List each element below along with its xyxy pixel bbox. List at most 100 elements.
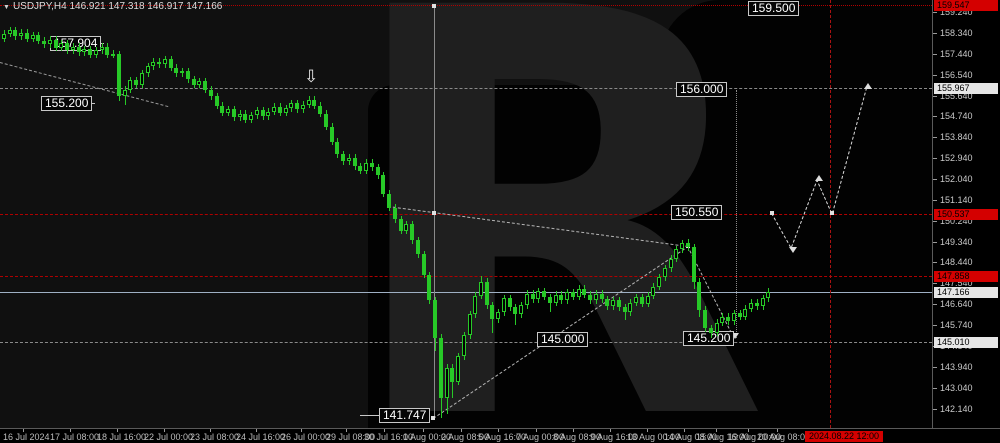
candle bbox=[600, 294, 604, 299]
candle bbox=[663, 268, 667, 277]
candle bbox=[353, 158, 357, 166]
candle bbox=[25, 33, 29, 39]
candle bbox=[720, 317, 724, 323]
price-tick-label: 154.740 bbox=[940, 111, 973, 121]
horizontal-level-line[interactable] bbox=[0, 214, 932, 215]
candle bbox=[416, 240, 420, 254]
candle bbox=[249, 115, 253, 120]
candle bbox=[611, 300, 615, 306]
price-tick-label: 159.240 bbox=[940, 7, 973, 17]
candle bbox=[335, 142, 339, 154]
chart-canvas[interactable]: R ⇩ 157.904 155.200 159.500 156.000 150.550 14… bbox=[0, 0, 932, 428]
time-tick bbox=[536, 429, 537, 432]
candle bbox=[82, 49, 86, 52]
candle bbox=[123, 90, 127, 96]
candle bbox=[496, 312, 500, 319]
candle bbox=[77, 47, 81, 52]
candle-wick bbox=[550, 294, 551, 312]
candle bbox=[577, 289, 581, 297]
candle bbox=[203, 81, 207, 90]
time-tick bbox=[461, 429, 462, 432]
candle bbox=[341, 154, 345, 161]
price-axis-box-white: 145.010 bbox=[934, 337, 998, 348]
object-anchor-marker[interactable] bbox=[830, 211, 834, 215]
candle bbox=[59, 43, 63, 48]
candle-wick bbox=[515, 304, 516, 325]
price-label-box[interactable]: 156.000 bbox=[676, 82, 728, 97]
horizontal-level-line[interactable] bbox=[0, 276, 932, 277]
candle bbox=[157, 62, 161, 64]
price-tick bbox=[933, 116, 937, 117]
price-tick-label: 143.940 bbox=[940, 362, 973, 372]
price-tick-label: 142.140 bbox=[940, 404, 973, 414]
candle bbox=[738, 313, 742, 317]
time-tick-label: 13 Aug 00:00 bbox=[627, 432, 681, 442]
price-tick-label: 147.540 bbox=[940, 278, 973, 288]
price-tick bbox=[933, 283, 937, 284]
candle bbox=[761, 298, 765, 306]
candle bbox=[479, 282, 483, 296]
candle bbox=[312, 100, 316, 106]
candle bbox=[272, 107, 276, 112]
zigzag-arrowhead bbox=[864, 83, 872, 89]
price-tick-label: 143.040 bbox=[940, 383, 973, 393]
object-anchor-marker[interactable] bbox=[431, 416, 435, 420]
candle bbox=[174, 68, 178, 73]
candle bbox=[215, 96, 219, 106]
object-anchor-marker[interactable] bbox=[432, 4, 436, 8]
time-tick-label: 1 Aug 00:00 bbox=[403, 432, 452, 442]
candle bbox=[634, 297, 638, 303]
price-label-box[interactable]: 159.500 bbox=[748, 1, 800, 16]
price-axis[interactable]: 159.240 158.340 157.440 156.540 155.640 154.7… bbox=[932, 0, 1000, 428]
horizontal-level-line[interactable] bbox=[0, 88, 932, 89]
candle bbox=[554, 295, 558, 303]
candle bbox=[531, 294, 535, 299]
time-tick bbox=[117, 429, 118, 432]
candle bbox=[410, 224, 414, 240]
down-arrow-icon[interactable]: ⇩ bbox=[304, 67, 319, 86]
candle bbox=[134, 80, 138, 85]
candle bbox=[197, 81, 201, 85]
price-tick-label: 157.440 bbox=[940, 49, 973, 59]
horizontal-level-line[interactable] bbox=[0, 292, 932, 293]
price-tick-label: 149.340 bbox=[940, 237, 973, 247]
candle bbox=[692, 247, 696, 282]
candle bbox=[427, 275, 431, 300]
candle bbox=[330, 127, 334, 142]
zigzag-arrowhead bbox=[731, 333, 739, 339]
price-label-box[interactable]: 150.550 bbox=[671, 205, 723, 220]
horizontal-level-line[interactable] bbox=[0, 342, 932, 343]
time-axis[interactable]: 16 Jul 2024 17 Jul 08:00 18 Jul 16:00 22 Ju… bbox=[0, 428, 1000, 443]
object-anchor-marker[interactable] bbox=[770, 211, 774, 215]
price-label-box[interactable]: 145.000 bbox=[537, 332, 589, 347]
candle bbox=[169, 59, 173, 68]
candle-wick bbox=[625, 304, 626, 320]
label-tail-line bbox=[92, 103, 95, 104]
expander-icon[interactable]: ▼ bbox=[3, 4, 10, 11]
candle bbox=[347, 158, 351, 161]
time-tick-label: 19 Aug 00:00 bbox=[728, 432, 782, 442]
horizontal-level-line[interactable] bbox=[0, 5, 932, 6]
vertical-line[interactable] bbox=[736, 90, 737, 338]
symbol-ohlc-text: USDJPY,H4 146.921 147.318 146.917 147.16… bbox=[12, 1, 223, 12]
price-tick bbox=[933, 304, 937, 305]
candle bbox=[473, 296, 477, 314]
price-tick bbox=[933, 388, 937, 389]
price-label-box[interactable]: 141.747 bbox=[379, 408, 431, 423]
price-tick bbox=[933, 75, 937, 76]
price-label-box[interactable]: 155.200 bbox=[41, 96, 93, 111]
candle bbox=[117, 54, 121, 96]
candle bbox=[640, 297, 644, 304]
price-tick bbox=[933, 179, 937, 180]
candle bbox=[65, 43, 69, 50]
candle bbox=[36, 35, 40, 41]
price-tick-label: 158.340 bbox=[940, 28, 973, 38]
price-tick-label: 156.540 bbox=[940, 70, 973, 80]
price-axis-box-red: 159.547 bbox=[934, 0, 998, 11]
candle bbox=[238, 114, 242, 117]
candle bbox=[226, 109, 230, 113]
price-label-box[interactable]: 145.200 bbox=[683, 331, 735, 346]
label-tail-line bbox=[360, 415, 379, 416]
object-anchor-marker[interactable] bbox=[432, 211, 436, 215]
price-tick-label: 153.840 bbox=[940, 132, 973, 142]
